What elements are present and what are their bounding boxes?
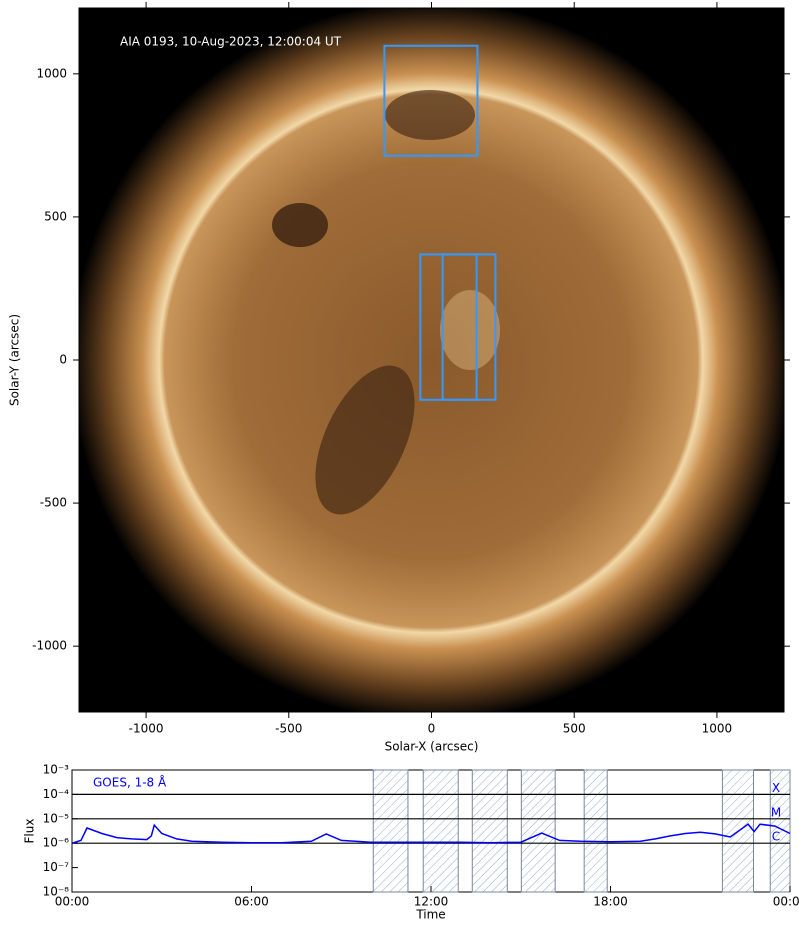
y-axis-label: Flux [23, 819, 37, 844]
region-box [441, 253, 497, 401]
y-tick-label: 1000 [36, 66, 67, 80]
x-tick-label: -500 [275, 722, 302, 736]
x-tick-label: 0 [428, 722, 436, 736]
y-tick-label: 500 [44, 209, 67, 223]
shaded-interval [471, 769, 508, 893]
threshold-label: X [772, 781, 780, 795]
shaded-interval [769, 769, 791, 893]
x-tick-label: -1000 [129, 722, 164, 736]
legend-label: GOES, 1-8 Å [93, 775, 167, 790]
sun-image [79, 8, 784, 712]
x-tick-label: 18:00 [593, 895, 628, 909]
y-tick-label: 10⁻⁸ [43, 885, 70, 899]
x-tick-label: 06:00 [234, 895, 269, 909]
threshold-label: M [771, 805, 781, 819]
y-tick-label: 10⁻⁶ [43, 836, 70, 850]
y-tick-label: 10⁻³ [43, 763, 70, 777]
x-tick-label: 1000 [702, 722, 733, 736]
threshold-label: C [772, 830, 780, 844]
y-tick-label: 0 [59, 353, 67, 367]
y-tick-label: 10⁻⁷ [43, 860, 70, 874]
x-axis-label: Solar-X (arcsec) [385, 740, 479, 754]
x-tick-label: 500 [563, 722, 586, 736]
shaded-interval [520, 769, 556, 893]
y-tick-label: -500 [40, 496, 67, 510]
x-tick-label: 00:00 [55, 895, 90, 909]
y-tick-label: -1000 [32, 639, 67, 653]
shaded-interval [422, 769, 459, 893]
x-axis-label: Time [415, 908, 445, 922]
shaded-interval [583, 769, 608, 893]
x-tick-label: 00:00 [773, 895, 799, 909]
y-axis-label: Solar-Y (arcsec) [8, 314, 22, 406]
region-box [383, 44, 479, 157]
y-tick-label: 10⁻⁴ [43, 787, 70, 801]
x-tick-label: 12:00 [414, 895, 449, 909]
flux-line [71, 823, 791, 844]
y-tick-label: 10⁻⁵ [43, 811, 70, 825]
shaded-interval [372, 769, 409, 893]
annotation: AIA 0193, 10-Aug-2023, 12:00:04 UT [120, 35, 342, 49]
